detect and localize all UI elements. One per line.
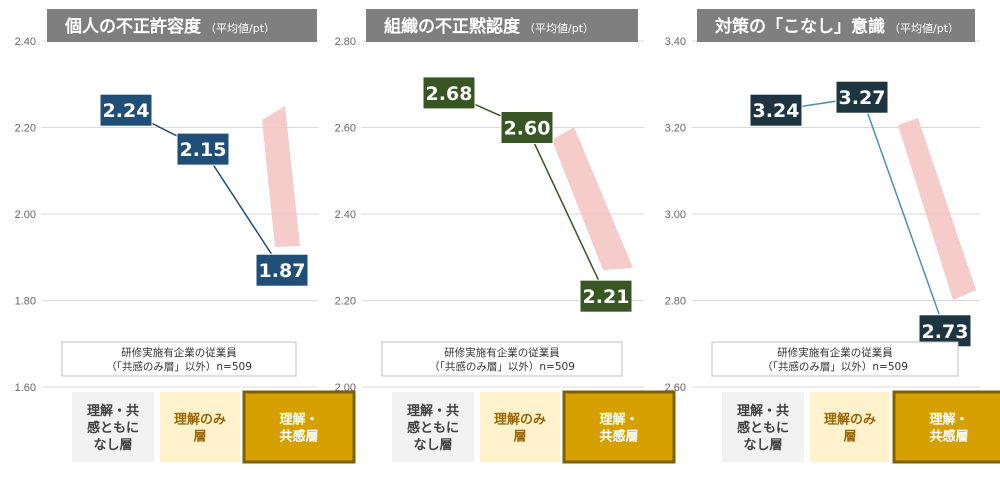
category-label: 感ともに (407, 420, 459, 436)
sample-note-box (61, 341, 297, 377)
sample-note-line: 研修実施有企業の従業員 (777, 346, 893, 359)
y-tick-label: 1.60 (15, 382, 36, 394)
category-label: なし層 (743, 438, 782, 453)
sample-note-line: 研修実施有企業の従業員 (444, 346, 560, 359)
category-label: 層 (843, 430, 856, 445)
chart-panel-3: 2.60 2.80 3.00 3.20 3.40 対策の「こなし」意識 （平均値/pt） 3.… (665, 9, 1000, 464)
chart-title-main: 個人の不正許容度 (64, 16, 202, 37)
data-label: 2.73 (922, 321, 969, 343)
chart-title-main: 組織の不正黙認度 (384, 16, 521, 37)
data-point-box (579, 279, 633, 313)
category-box (892, 390, 1000, 464)
y-tick-label: 3.20 (665, 123, 686, 135)
chart-title: 組織の不正黙認度 （平均値/pt） (384, 16, 594, 37)
y-tick-label: 2.40 (335, 209, 356, 221)
y-tick-label: 2.00 (15, 209, 36, 221)
y-tick-label: 2.60 (665, 382, 686, 394)
data-label: 2.21 (583, 286, 630, 308)
data-point-box (255, 253, 309, 287)
category-box (242, 390, 356, 464)
sample-note-line: 研修実施有企業の従業員 (121, 346, 237, 359)
chart-subtitle: （平均値/pt） (889, 22, 959, 35)
category-label: 理解・ (599, 412, 638, 428)
category-label: なし層 (413, 438, 452, 453)
category-label: 層 (193, 430, 206, 445)
category-label: 共感層 (599, 429, 638, 445)
data-point-box (500, 111, 554, 144)
y-tick-label: 3.40 (665, 36, 686, 48)
category-box (160, 392, 240, 462)
y-tick-label: 2.00 (335, 382, 356, 394)
chart-title-main: 対策の「こなし」意識 (714, 16, 885, 37)
chart-subtitle: （平均値/pt） (524, 22, 594, 35)
category-label: 理解・ (279, 412, 318, 428)
category-label: なし層 (93, 438, 132, 453)
sample-note-line: （「共感のみ層」以外）n=509 (106, 360, 252, 373)
category-box (72, 392, 154, 462)
category-box (392, 392, 474, 462)
data-label: 3.27 (839, 87, 886, 109)
category-label: 感ともに (737, 420, 789, 436)
data-label: 2.68 (426, 83, 473, 105)
trend-arrow (262, 106, 300, 247)
category-label: 共感層 (929, 429, 968, 445)
data-point-box (176, 132, 230, 166)
data-point-box (99, 93, 153, 127)
y-tick-label: 2.40 (15, 36, 36, 48)
sample-note-line: （「共感のみ層」以外）n=509 (762, 360, 908, 373)
chart-panel-2: 2.00 2.20 2.40 2.60 2.80 組織の不正黙認度 （平均値/pt） 2.68… (335, 9, 676, 464)
trend-arrow (552, 127, 633, 270)
category-label: 共感層 (279, 429, 318, 445)
category-label: 感ともに (87, 420, 139, 436)
sample-note-line: （「共感のみ層」以外）n=509 (429, 360, 575, 373)
data-point-box (749, 93, 803, 127)
data-label: 2.15 (180, 139, 227, 161)
chart-title-banner (366, 9, 638, 42)
category-box (562, 390, 676, 464)
data-label: 2.60 (504, 118, 551, 140)
data-point-box (835, 80, 889, 114)
chart-title: 個人の不正許容度 （平均値/pt） (64, 16, 275, 37)
y-tick-label: 3.00 (665, 209, 686, 221)
category-box (722, 392, 804, 462)
data-point-box (918, 314, 972, 348)
y-tick-label: 2.80 (665, 296, 686, 308)
chart-title-banner (697, 9, 975, 42)
category-label: 理解・共 (407, 403, 459, 419)
category-label: 理解のみ (174, 412, 226, 428)
chart-title-banner (47, 9, 317, 42)
y-tick-label: 2.20 (15, 123, 36, 135)
category-label: 理解・共 (737, 403, 789, 419)
category-label: 理解のみ (824, 412, 876, 428)
category-box (480, 392, 560, 462)
trend-arrow (898, 118, 976, 300)
data-label: 2.24 (103, 100, 150, 122)
category-label: 理解のみ (494, 412, 546, 428)
sample-note-box (381, 341, 623, 377)
data-label: 3.24 (753, 100, 800, 122)
category-label: 層 (513, 430, 526, 445)
category-label: 理解・共 (87, 403, 139, 419)
y-tick-label: 2.80 (335, 36, 356, 48)
data-label: 1.87 (259, 260, 306, 282)
category-label: 理解・ (929, 412, 968, 428)
chart-subtitle: （平均値/pt） (205, 22, 275, 35)
sample-note-box (711, 341, 959, 377)
category-box (810, 392, 890, 462)
data-point-box (422, 76, 476, 110)
chart-title: 対策の「こなし」意識 （平均値/pt） (714, 16, 959, 37)
y-tick-label: 2.20 (335, 296, 356, 308)
chart-panel-1: 1.60 1.80 2.00 2.20 2.40 個人の不正許容度 （平均値/pt） 2.24… (15, 9, 356, 464)
y-tick-label: 2.60 (335, 123, 356, 135)
y-tick-label: 1.80 (15, 296, 36, 308)
